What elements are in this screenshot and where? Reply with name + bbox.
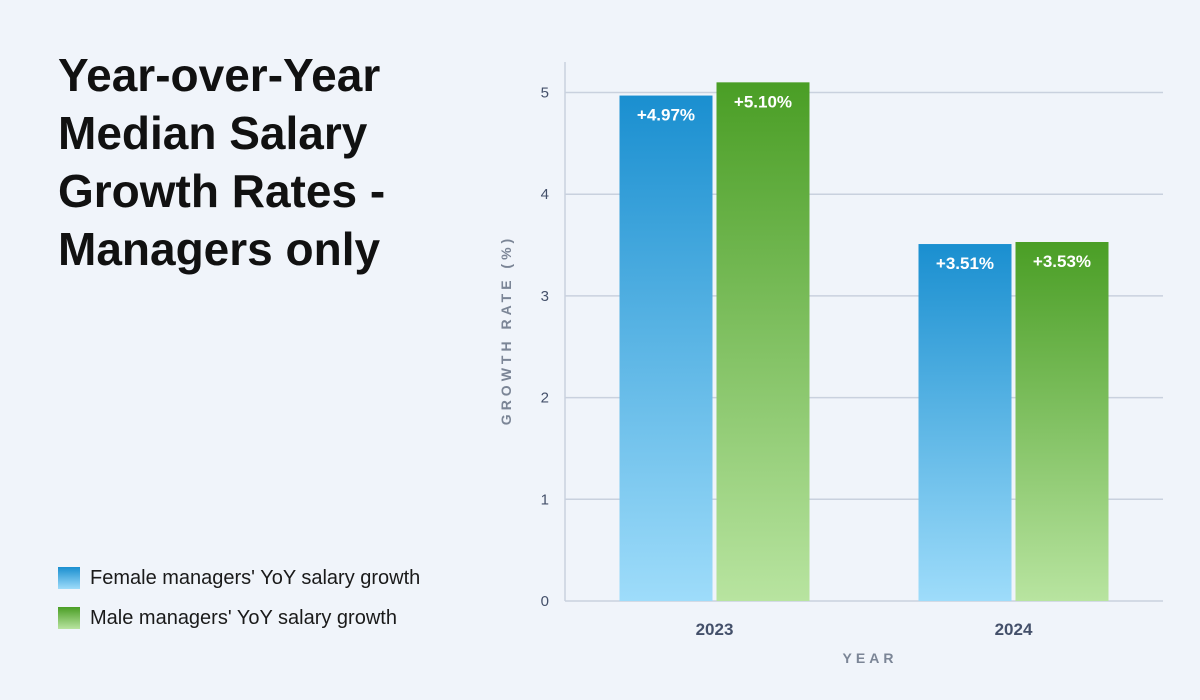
legend-label-female: Female managers' YoY salary growth [90, 566, 421, 589]
data-label-male-2023: +5.10% [734, 92, 792, 111]
bar-male-2024 [1015, 242, 1109, 601]
bars [619, 82, 1109, 602]
y-axis-title: GROWTH RATE (%) [498, 235, 514, 425]
x-category-label-2023: 2023 [696, 620, 734, 639]
y-tick-label-3: 3 [541, 288, 549, 305]
legend-swatch-female [58, 567, 80, 589]
legend-item-male: Male managers' YoY salary growth [58, 598, 420, 638]
x-category-label-2024: 2024 [995, 620, 1033, 639]
bar-female-2023 [619, 95, 713, 602]
y-tick-label-4: 4 [541, 186, 549, 203]
legend: Female managers' YoY salary growth Male … [58, 558, 420, 638]
data-label-female-2024: +3.51% [936, 254, 994, 273]
y-tick-label-5: 5 [541, 85, 549, 102]
data-label-male-2024: +3.53% [1033, 252, 1091, 271]
bar-male-2023 [716, 82, 810, 602]
y-tick-label-1: 1 [541, 491, 549, 508]
legend-item-female: Female managers' YoY salary growth [58, 558, 420, 598]
legend-swatch-male [58, 607, 80, 629]
x-axis-title: YEAR [843, 650, 898, 666]
chart-title: Year-over-Year Median Salary Growth Rate… [58, 49, 386, 275]
y-axis-ticks: 0 1 2 3 4 5 [541, 85, 549, 610]
bar-female-2024 [918, 244, 1012, 602]
y-tick-label-2: 2 [541, 390, 549, 407]
legend-label-male: Male managers' YoY salary growth [90, 606, 397, 629]
x-axis-categories: 2023 2024 [696, 620, 1033, 639]
y-tick-label-0: 0 [541, 593, 549, 610]
data-labels: +4.97% +5.10% +3.51% +3.53% [637, 92, 1091, 273]
data-label-female-2023: +4.97% [637, 106, 695, 125]
